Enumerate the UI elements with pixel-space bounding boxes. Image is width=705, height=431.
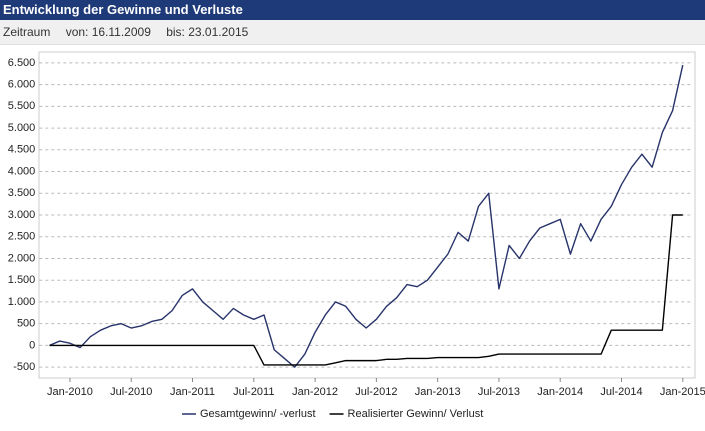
x-tick-label: Jan-2014 [537, 386, 583, 398]
header-title: Entwicklung der Gewinne und Verluste [0, 0, 705, 20]
x-tick-label: Jul-2012 [355, 386, 397, 398]
y-tick-label: 3.000 [8, 209, 36, 221]
y-tick-label: -500 [13, 361, 35, 373]
x-tick-label: Jan-2011 [170, 386, 215, 398]
y-tick-label: 4.000 [8, 165, 36, 177]
series-line [49, 64, 684, 368]
x-tick-label: Jan-2010 [47, 386, 93, 398]
period-bar: Zeitraum von: 16.11.2009 bis: 23.01.2015 [0, 20, 705, 45]
y-tick-label: 2.000 [8, 252, 36, 264]
x-tick-label: Jan-2015 [660, 386, 705, 398]
y-tick-label: 0 [29, 339, 35, 351]
y-tick-label: 1.500 [8, 274, 36, 286]
y-tick-label: 6.000 [8, 79, 36, 91]
x-tick-label: Jul-2014 [600, 386, 642, 398]
y-tick-label: 5.000 [8, 122, 36, 134]
period-label: Zeitraum [3, 25, 51, 39]
x-tick-label: Jul-2011 [233, 386, 274, 398]
legend-label: Gesamtgewinn/ -verlust [200, 408, 316, 420]
y-tick-label: 1.000 [8, 296, 36, 308]
y-tick-label: 2.500 [8, 231, 36, 243]
y-tick-label: 3.500 [8, 187, 36, 199]
y-tick-label: 5.500 [8, 100, 36, 112]
x-tick-label: Jul-2010 [110, 386, 152, 398]
period-to: bis: 23.01.2015 [166, 25, 249, 39]
y-tick-label: 500 [17, 318, 35, 330]
y-tick-label: 4.500 [8, 144, 36, 156]
x-tick-label: Jan-2012 [292, 386, 338, 398]
series-line [49, 214, 683, 366]
period-from: von: 16.11.2009 [65, 25, 151, 39]
y-tick-label: 6.500 [8, 57, 36, 69]
chart: -500 0 500 1.000 1.500 2.000 2.500 3.000 3.500 4.… [8, 51, 705, 420]
x-tick-label: Jul-2013 [478, 386, 520, 398]
legend-label: Realisierter Gewinn/ Verlust [348, 408, 484, 420]
x-tick-label: Jan-2013 [415, 386, 461, 398]
